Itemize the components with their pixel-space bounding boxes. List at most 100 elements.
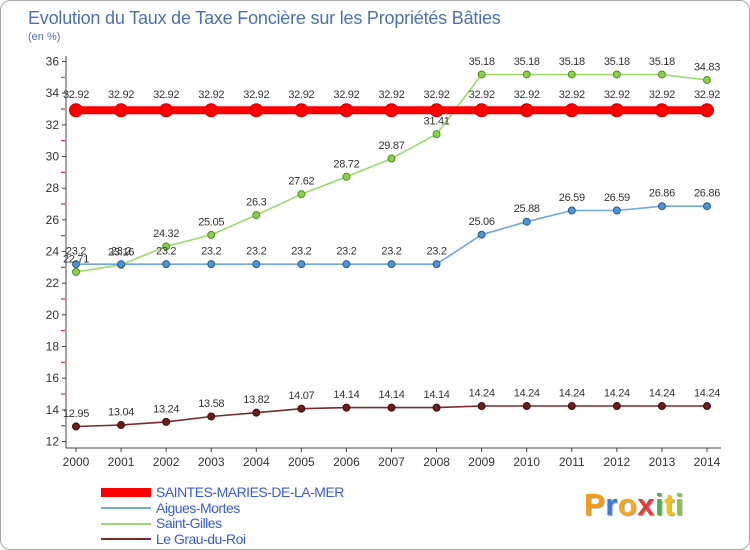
saint-gilles-point (207, 230, 216, 239)
legend-item-saint-gilles: Saint-Gilles (101, 516, 344, 532)
x-tick-label: 2010 (513, 455, 540, 469)
saint-gilles-value-label: 35.18 (649, 56, 675, 68)
saint-gilles-value-label: 22.71 (63, 253, 89, 265)
saint-gilles-point (342, 172, 351, 181)
saint-gilles-point (162, 242, 171, 251)
le-grau-du-roi-value-label: 13.82 (243, 394, 269, 406)
aigues-mortes-point (567, 206, 576, 215)
proxiti-logo: Proxiti (584, 487, 684, 523)
le-grau-du-roi-point (477, 402, 486, 411)
le-grau-du-roi-value-label: 14.07 (288, 390, 314, 402)
saintes-maries-de-la-mer-point (294, 103, 309, 118)
x-tick-label: 2012 (604, 455, 631, 469)
logo-letter: P (584, 487, 606, 522)
saint-gilles-point (657, 70, 666, 79)
saint-gilles-value-label: 35.18 (604, 56, 630, 68)
aigues-mortes-point (612, 206, 621, 215)
y-tick-label: 24 (46, 245, 60, 259)
saintes-maries-de-la-mer-point (249, 103, 264, 118)
legend-item-saintes-maries-de-la-mer: SAINTES-MARIES-DE-LA-MER (101, 485, 344, 501)
saintes-maries-de-la-mer-point (69, 103, 83, 118)
saint-gilles-point (612, 70, 621, 79)
saintes-maries-de-la-mer-value-label: 32.92 (63, 89, 89, 101)
saintes-maries-de-la-mer-value-label: 32.92 (153, 89, 179, 101)
saintes-maries-de-la-mer-point (114, 103, 129, 118)
aigues-mortes-point (387, 260, 396, 269)
saintes-maries-de-la-mer-point (700, 103, 714, 118)
aigues-mortes-point (432, 260, 441, 269)
x-tick-label: 2005 (288, 455, 315, 469)
le-grau-du-roi-point (207, 412, 216, 421)
saint-gilles-point (567, 70, 576, 79)
aigues-mortes-point (703, 202, 711, 211)
x-tick-label: 2004 (243, 455, 270, 469)
saintes-maries-de-la-mer-point (474, 103, 489, 118)
saintes-maries-de-la-mer-value-label: 32.92 (604, 89, 630, 101)
le-grau-du-roi-value-label: 14.14 (333, 389, 359, 401)
le-grau-du-roi-point (567, 402, 576, 411)
le-grau-du-roi-point (297, 404, 306, 413)
aigues-mortes-value-label: 26.59 (559, 192, 585, 204)
le-grau-du-roi-point (342, 403, 351, 412)
y-tick-label: 20 (46, 308, 60, 322)
saintes-maries-de-la-mer-point (609, 103, 624, 118)
le-grau-du-roi-point (657, 402, 666, 411)
aigues-mortes-value-label: 23.2 (66, 246, 86, 258)
saintes-maries-de-la-mer-value-label: 32.92 (288, 89, 314, 101)
aigues-mortes-value-label: 23.2 (426, 246, 446, 258)
saintes-maries-de-la-mer-value-label: 32.92 (333, 89, 359, 101)
legend-swatch (101, 488, 151, 498)
legend-swatch (101, 522, 151, 525)
x-tick-label: 2000 (63, 455, 90, 469)
saintes-maries-de-la-mer-value-label: 32.92 (198, 89, 224, 101)
x-tick-label: 2003 (198, 455, 225, 469)
le-grau-du-roi-value-label: 14.24 (604, 388, 630, 400)
legend-label: Le Grau-du-Roi (156, 530, 246, 547)
saint-gilles-point (477, 70, 486, 79)
le-grau-du-roi-value-label: 13.04 (108, 407, 134, 419)
saintes-maries-de-la-mer-value-label: 32.92 (694, 89, 720, 101)
series-points (69, 70, 714, 431)
aigues-mortes-value-label: 23.2 (381, 246, 401, 258)
aigues-mortes-value-label: 23.2 (246, 246, 266, 258)
saintes-maries-de-la-mer-value-label: 32.92 (424, 89, 450, 101)
le-grau-du-roi-value-label: 14.24 (514, 388, 540, 400)
le-grau-du-roi-value-label: 14.24 (559, 388, 585, 400)
saintes-maries-de-la-mer-point (204, 103, 219, 118)
y-tick-label: 18 (46, 340, 60, 354)
saint-gilles-value-label: 27.62 (288, 176, 314, 188)
saintes-maries-de-la-mer-value-label: 32.92 (469, 89, 495, 101)
le-grau-du-roi-value-label: 12.95 (63, 408, 89, 420)
saintes-maries-de-la-mer-point (519, 103, 534, 118)
aigues-mortes-value-label: 23.2 (156, 246, 176, 258)
x-tick-label: 2009 (468, 455, 495, 469)
ticks: 12 14 16 18 20 22 24 26 28 30 32 34 36 2000 2001 2002 20… (46, 55, 721, 470)
aigues-mortes-value-label: 25.88 (514, 203, 540, 215)
saint-gilles-value-label: 35.18 (469, 56, 495, 68)
data-labels: 32.92 32.92 32.92 32.92 32.92 32.92 32.92 32.92… (63, 56, 721, 420)
saint-gilles-value-label: 26.3 (246, 197, 266, 209)
aigues-mortes-value-label: 23.2 (111, 246, 131, 258)
le-grau-du-roi-point (703, 402, 711, 411)
legend-item-le-grau-du-roi: Le Grau-du-Roi (101, 530, 344, 548)
saint-gilles-value-label: 25.05 (198, 216, 224, 228)
le-grau-du-roi-point (387, 403, 396, 412)
legend-item-aigues-mortes: Aigues-Mortes (101, 500, 344, 517)
x-tick-label: 2011 (559, 455, 585, 469)
y-tick-label: 12 (46, 435, 60, 449)
legend-swatch (101, 538, 151, 541)
y-tick-label: 16 (46, 371, 60, 385)
y-tick-label: 30 (46, 150, 60, 164)
le-grau-du-roi-point (522, 402, 531, 411)
aigues-mortes-point (342, 260, 351, 269)
saintes-maries-de-la-mer-value-label: 32.92 (649, 89, 675, 101)
aigues-mortes-point (297, 260, 306, 269)
saint-gilles-value-label: 34.83 (694, 62, 720, 74)
aigues-mortes-point (477, 230, 486, 239)
y-tick-label: 22 (46, 276, 60, 290)
saintes-maries-de-la-mer-point (429, 103, 444, 118)
y-tick-label: 36 (46, 55, 60, 69)
saint-gilles-value-label: 28.72 (333, 158, 359, 170)
